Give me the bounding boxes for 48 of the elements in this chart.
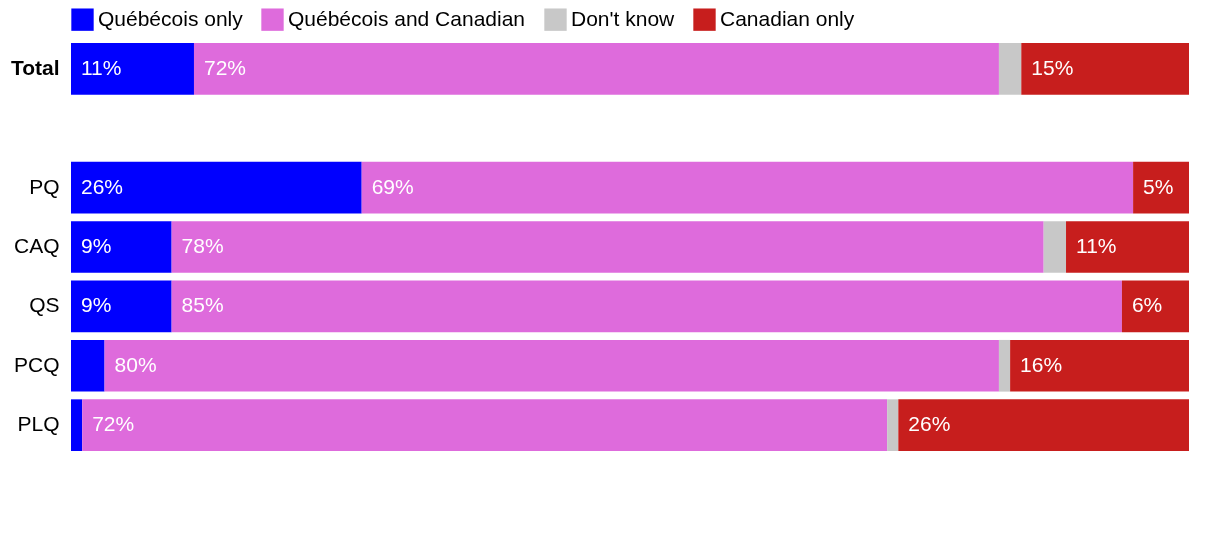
legend-label: Québécois and Canadian bbox=[288, 6, 526, 30]
bar bbox=[1043, 221, 1067, 273]
bar bbox=[1021, 43, 1189, 95]
data-label: 11% bbox=[81, 55, 122, 79]
y-tick-label: PLQ bbox=[17, 412, 60, 436]
data-label: 26% bbox=[908, 412, 951, 436]
bar bbox=[104, 339, 999, 392]
data-label: 6% bbox=[1131, 293, 1163, 317]
bar bbox=[898, 399, 1189, 451]
bar bbox=[887, 399, 899, 451]
bar bbox=[361, 161, 1134, 214]
data-label: 5% bbox=[1143, 174, 1174, 198]
bar bbox=[82, 399, 888, 451]
bar bbox=[71, 221, 172, 273]
y-tick-label: Total bbox=[10, 55, 60, 79]
bar bbox=[193, 43, 999, 95]
data-label: 9% bbox=[81, 293, 112, 317]
bar bbox=[71, 161, 362, 214]
y-tick-label: QS bbox=[29, 293, 60, 317]
data-label: 11% bbox=[1076, 234, 1117, 257]
data-label: 15% bbox=[1031, 55, 1074, 79]
data-label: 9% bbox=[81, 234, 112, 257]
y-tick-label: PQ bbox=[29, 174, 60, 198]
bar bbox=[1133, 161, 1189, 214]
data-label: 72% bbox=[92, 412, 135, 436]
bar bbox=[1010, 339, 1189, 392]
data-label: 69% bbox=[371, 174, 414, 198]
y-tick-label: PCQ bbox=[13, 352, 60, 376]
bar bbox=[171, 280, 1122, 333]
bar bbox=[71, 280, 172, 333]
data-label: 78% bbox=[181, 234, 224, 257]
legend-label: Québécois only bbox=[98, 6, 244, 30]
data-label: 16% bbox=[1020, 352, 1063, 376]
y-tick-label: CAQ bbox=[13, 234, 60, 257]
bar bbox=[71, 339, 105, 392]
bar bbox=[71, 399, 83, 451]
bar bbox=[71, 43, 194, 95]
legend-label: Don't know bbox=[571, 6, 676, 30]
data-label: 85% bbox=[181, 293, 224, 317]
bar bbox=[998, 339, 1011, 392]
data-label: 26% bbox=[81, 174, 124, 198]
bar bbox=[171, 221, 1044, 273]
bar bbox=[1121, 280, 1189, 333]
legend-label: Canadian only bbox=[720, 6, 855, 30]
data-label: 80% bbox=[114, 352, 157, 376]
bar bbox=[1066, 221, 1189, 273]
data-label: 72% bbox=[203, 55, 247, 79]
bar bbox=[998, 43, 1022, 95]
